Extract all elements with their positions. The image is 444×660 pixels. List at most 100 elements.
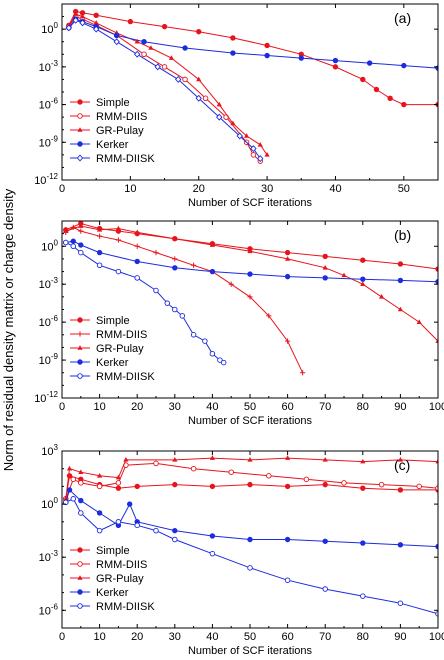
legend-swatch-marker: [77, 99, 83, 105]
data-point: [141, 39, 147, 45]
data-point: [190, 332, 197, 338]
legend-entry-label: RMM-DIIS: [96, 559, 147, 571]
data-point: [161, 23, 168, 30]
data-point: [322, 253, 328, 260]
data-point: [284, 536, 291, 543]
data-point: [134, 38, 140, 44]
data-point: [217, 357, 223, 363]
data-point: [264, 152, 270, 157]
data-point: [322, 481, 328, 488]
data-point: [243, 133, 250, 138]
data-point: [96, 262, 103, 269]
data-point: [70, 243, 77, 250]
data-point: [115, 474, 121, 480]
data-point: [228, 281, 234, 287]
series-line-1: [65, 222, 438, 270]
y-tick-label: 10-6: [39, 602, 59, 617]
x-tick-label: 40: [206, 401, 218, 413]
data-point: [182, 45, 188, 51]
data-point: [78, 510, 84, 516]
data-point: [360, 257, 366, 263]
data-point: [134, 522, 140, 529]
data-point: [115, 225, 121, 231]
x-tick-label: 80: [357, 401, 369, 413]
data-point: [230, 35, 236, 41]
x-tick-label: 80: [357, 631, 369, 643]
data-point: [247, 294, 253, 300]
data-point: [153, 527, 159, 534]
x-tick-label: 0: [59, 183, 65, 195]
x-tick-label: 0: [59, 401, 65, 413]
data-point: [401, 101, 407, 108]
data-point: [70, 496, 77, 502]
data-point: [73, 11, 79, 16]
data-point: [209, 483, 216, 490]
data-point: [93, 12, 99, 19]
legend-swatch-marker: [77, 141, 83, 147]
data-point: [115, 237, 121, 243]
data-point: [236, 132, 243, 140]
x-tick-label: 50: [398, 183, 410, 195]
x-tick-label: 10: [93, 401, 105, 413]
data-point: [250, 145, 257, 153]
legend-swatch-marker: [77, 359, 83, 365]
data-point: [397, 542, 404, 548]
series-group: [63, 221, 438, 376]
legend-swatch-marker: [76, 154, 84, 162]
x-tick-label: 100: [429, 401, 444, 413]
data-point: [416, 319, 422, 324]
data-point: [435, 611, 438, 617]
legend: Simple RMM-DIIS GR-Pulay Kerker RMM-DIISK: [70, 545, 155, 613]
y-tick-label: 10-12: [34, 390, 58, 405]
data-point: [134, 243, 140, 249]
data-point: [96, 483, 103, 490]
data-point: [78, 223, 84, 228]
data-point: [196, 28, 202, 35]
legend-entry-label: Kerker: [96, 357, 129, 369]
y-tick-label: 10-12: [34, 172, 58, 187]
y-tick-label: 10-6: [39, 97, 59, 112]
data-point: [172, 536, 178, 543]
x-axis-label: Number of SCF iterations: [188, 645, 313, 657]
data-point: [360, 281, 366, 287]
data-point: [228, 469, 234, 475]
data-point: [300, 370, 306, 376]
data-point: [78, 480, 84, 486]
data-point: [209, 351, 216, 357]
data-point: [172, 256, 178, 262]
data-point: [230, 50, 236, 56]
data-point: [78, 228, 84, 234]
data-point: [66, 465, 73, 471]
data-point: [397, 261, 404, 267]
legend-swatch-marker: [77, 603, 83, 609]
data-point: [250, 152, 257, 158]
data-point: [78, 497, 84, 504]
x-tick-label: 30: [169, 401, 181, 413]
chart-panel-2: 0 10 20 30 40 50 60 70 80 90 100 100 10-3 10-6 10-9 10-…: [34, 220, 444, 427]
data-point: [332, 64, 339, 70]
data-point: [397, 487, 404, 493]
data-point: [115, 480, 122, 486]
data-point: [285, 256, 291, 261]
series-group: [63, 455, 438, 617]
legend: Simple RMM-DIIS GR-Pulay Kerker RMM-DIISK: [70, 97, 155, 165]
series-line-3: [68, 13, 268, 156]
chart-panel-1: 0 10 20 30 40 50 100 10-3 10-6 10-9 10-12 Number of…: [34, 3, 439, 209]
data-point: [196, 76, 202, 82]
series-line-5: [65, 242, 224, 364]
y-tick-label: 10-9: [39, 134, 59, 149]
data-point: [322, 586, 328, 592]
legend-swatch-marker: [77, 373, 83, 379]
data-point: [126, 501, 133, 507]
data-point: [401, 62, 407, 69]
x-tick-label: 60: [281, 631, 293, 643]
data-point: [266, 473, 272, 479]
data-point: [209, 550, 216, 557]
data-point: [191, 262, 197, 268]
data-point: [284, 249, 291, 256]
legend-swatch-marker: [77, 127, 83, 132]
series-line-1: [65, 475, 438, 499]
data-point: [284, 273, 291, 280]
data-point: [247, 565, 253, 571]
data-point: [202, 338, 208, 344]
